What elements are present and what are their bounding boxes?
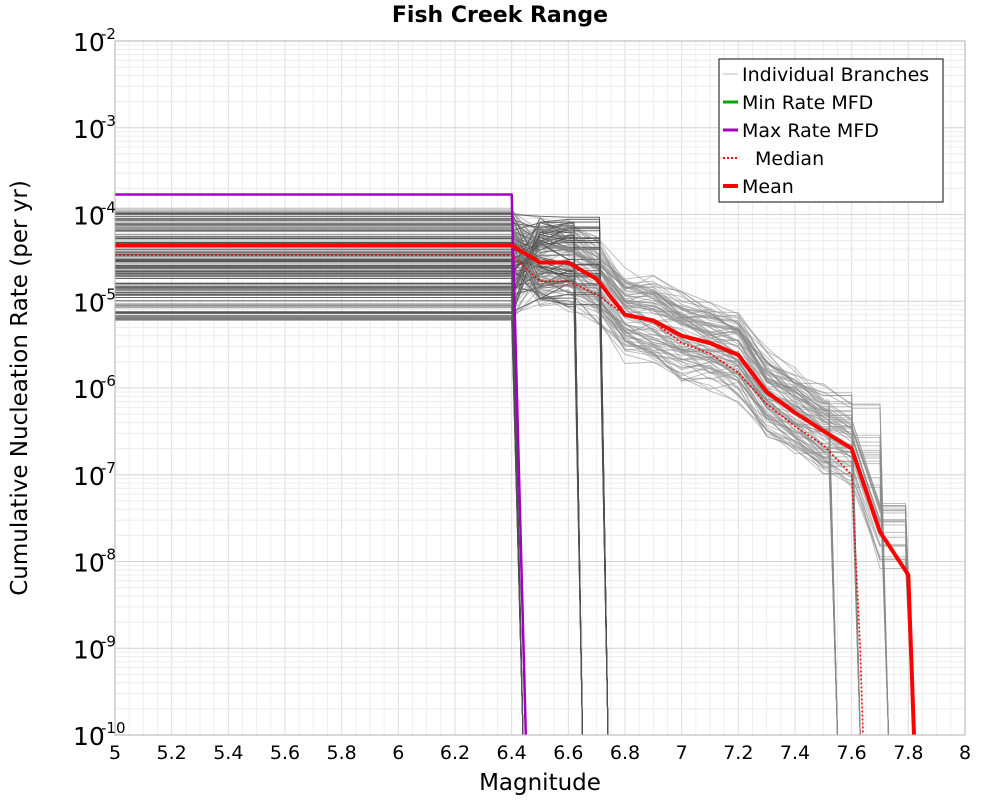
x-axis-label: Magnitude: [479, 770, 601, 796]
branch-line: [115, 245, 889, 736]
legend-label: Median: [755, 148, 824, 170]
x-tick-label: 7.4: [780, 742, 810, 764]
x-tick-label: 7.2: [723, 742, 753, 764]
branch-line: [115, 263, 889, 736]
branch-line: [115, 229, 861, 736]
median-line: [115, 254, 864, 736]
y-tick-label: 10: [73, 462, 105, 491]
x-tick-label: 5.2: [157, 742, 187, 764]
branch-line: [115, 230, 861, 736]
plot-frame: [114, 40, 966, 736]
y-tick-label: 10: [73, 288, 105, 317]
legend-label: Min Rate MFD: [742, 92, 873, 114]
chart-title: Fish Creek Range: [392, 3, 608, 28]
x-tick-label: 5: [109, 742, 121, 764]
branch-line: [115, 225, 889, 736]
branch-line: [115, 226, 915, 736]
series-layer: [115, 193, 916, 736]
individual-branches: [115, 207, 915, 736]
x-tick-label: 8: [959, 742, 971, 764]
branch-line: [115, 235, 583, 736]
y-tick-label: 10: [73, 549, 105, 578]
branch-line: [115, 246, 889, 736]
branch-line: [115, 233, 838, 736]
x-tick-label: 6.6: [553, 742, 583, 764]
branch-line: [115, 226, 838, 736]
legend-box: [718, 58, 944, 203]
max-rate-mfd-line: [115, 193, 528, 736]
branch-line: [115, 269, 889, 736]
y-tick-exponent: -8: [101, 546, 116, 564]
x-tick-label: 7.6: [837, 742, 867, 764]
x-tick-label: 5.4: [213, 742, 243, 764]
branch-line: [115, 297, 583, 736]
y-tick-label: 10: [73, 115, 105, 144]
branch-line: [115, 234, 861, 736]
x-tick-label: 7.8: [893, 742, 923, 764]
x-tick-label: 5.6: [270, 742, 300, 764]
y-tick-exponent: -4: [101, 199, 116, 217]
y-axis-label: Cumulative Nucleation Rate (per yr): [7, 180, 33, 596]
branch-line: [115, 263, 838, 736]
branch-line: [115, 212, 861, 736]
y-tick-exponent: -9: [101, 632, 116, 650]
x-tick-label: 6.4: [497, 742, 527, 764]
y-tick-label: 10: [73, 722, 105, 751]
legend-label: Mean: [742, 176, 794, 198]
y-tick-label: 10: [73, 28, 105, 57]
branch-line: [115, 224, 861, 736]
x-tick-label: 6.8: [610, 742, 640, 764]
legend-label: Max Rate MFD: [742, 120, 879, 142]
x-tick-label: 6.2: [440, 742, 470, 764]
y-tick-exponent: -6: [101, 372, 116, 390]
branch-line: [115, 220, 861, 736]
branch-line: [115, 233, 609, 736]
mean-line: [115, 243, 916, 736]
x-tick-label: 6: [392, 742, 404, 764]
x-tick-labels: 5 5.2 5.4 5.6 5.8 6 6.2 6.4 6.6 6.8 7 7.2 7.4 7.6 7.8 8: [109, 742, 971, 764]
grid: [114, 41, 966, 736]
y-tick-exponent: -3: [101, 112, 116, 130]
y-tick-label: 10: [73, 202, 105, 231]
branch-line: [115, 265, 524, 736]
branch-line: [115, 292, 889, 736]
y-tick-exponent: -10: [101, 719, 126, 737]
y-tick-label: 10: [73, 635, 105, 664]
y-tick-exponent: -2: [101, 25, 116, 43]
branch-line: [115, 212, 609, 736]
branch-line: [115, 229, 889, 736]
y-tick-labels: 10-210-310-410-510-610-710-810-910-10: [73, 25, 126, 751]
x-tick-label: 7: [676, 742, 688, 764]
y-tick-exponent: -5: [101, 285, 116, 303]
branch-line: [115, 262, 915, 736]
branch-line: [115, 227, 838, 736]
y-tick-label: 10: [73, 375, 105, 404]
branch-line: [115, 210, 889, 736]
y-tick-exponent: -7: [101, 459, 116, 477]
legend-label: Individual Branches: [742, 64, 929, 86]
branch-line: [115, 247, 861, 736]
branch-line: [115, 276, 838, 736]
branch-line: [115, 253, 915, 736]
legend: Individual Branches Min Rate MFD Max Rate …: [718, 58, 944, 203]
x-tick-label: 5.8: [327, 742, 357, 764]
